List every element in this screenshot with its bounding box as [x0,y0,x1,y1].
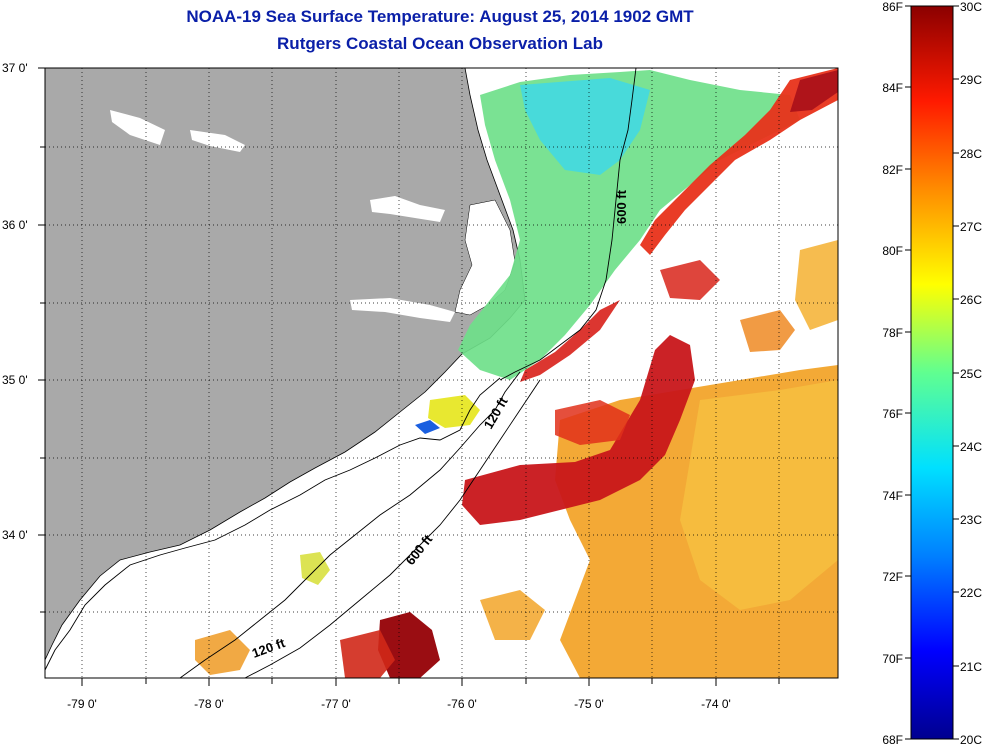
lon-label-74: -74 0' [701,697,731,711]
orange-patch-ne [795,240,838,330]
red-patch-central [555,400,630,445]
cbar-f-72: 72F [882,570,903,584]
plot-frame [44,67,839,679]
orange-patch-east [740,310,795,352]
lat-label-35: 35 0' [2,373,28,387]
gulf-stream-core-north [790,70,838,112]
contour-600-south [244,379,541,679]
cbar-f-68: 68F [882,733,903,747]
gulf-stream-core-mid [462,335,695,525]
lat-label-36: 36 0' [2,218,28,232]
cbar-f-74: 74F [882,489,903,503]
cbar-f-86: 86F [882,0,903,14]
cbar-c-27: 27C [960,220,982,234]
cbar-f-80: 80F [882,244,903,258]
orange-patch-south2 [480,590,545,640]
cbar-f-84: 84F [882,81,903,95]
cbar-f-78: 78F [882,326,903,340]
lon-label-77: -77 0' [321,697,351,711]
cbar-c-22: 22C [960,586,982,600]
yellow-near-shore [428,395,480,428]
warm-offshore-east [680,380,838,610]
colorbar-ticks [905,5,959,740]
contour-120-outer [179,371,521,679]
graticule [45,67,838,678]
cbar-c-28: 28C [960,147,982,161]
cbar-c-29: 29C [960,73,982,87]
lon-label-76: -76 0' [447,697,477,711]
gulf-stream-edge [640,68,838,255]
axis-ticks [38,67,780,686]
blue-spot [415,420,440,434]
cbar-c-25: 25C [960,367,982,381]
cbar-c-30: 30C [960,0,982,14]
cbar-c-24: 24C [960,440,982,454]
map-subtitle: Rutgers Coastal Ocean Observation Lab [277,34,603,53]
red-scatter-1 [660,260,720,300]
contour-label-600-north: 600 ft [614,189,629,224]
yellow-patch-sw [300,552,330,585]
orange-patch-sw [195,630,250,675]
gulf-stream-shelf-break [520,300,620,382]
cyan-patch [520,78,650,175]
sound-water [454,199,516,316]
lat-label-37: 37 0' [2,61,28,75]
contour-600-north [499,67,637,381]
cbar-c-21: 21C [960,660,982,674]
lat-label-34: 34 0' [2,528,28,542]
cbar-c-26: 26C [960,293,982,307]
cbar-c-20: 20C [960,733,982,747]
colorbar [910,5,954,740]
river-inlet [370,196,445,222]
river-inlet-4 [190,130,245,152]
river-inlet-3 [110,110,165,145]
lon-label-78: -78 0' [194,697,224,711]
cbar-f-82: 82F [882,163,903,177]
cbar-f-70: 70F [882,652,903,666]
lon-label-79: -79 0' [67,697,97,711]
red-patch-south [340,630,395,678]
lon-label-75: -75 0' [574,697,604,711]
cbar-f-76: 76F [882,407,903,421]
contour-120 [44,377,501,671]
river-inlet-2 [350,298,455,322]
cbar-c-23: 23C [960,513,982,527]
map-title: NOAA-19 Sea Surface Temperature: August … [186,7,694,26]
